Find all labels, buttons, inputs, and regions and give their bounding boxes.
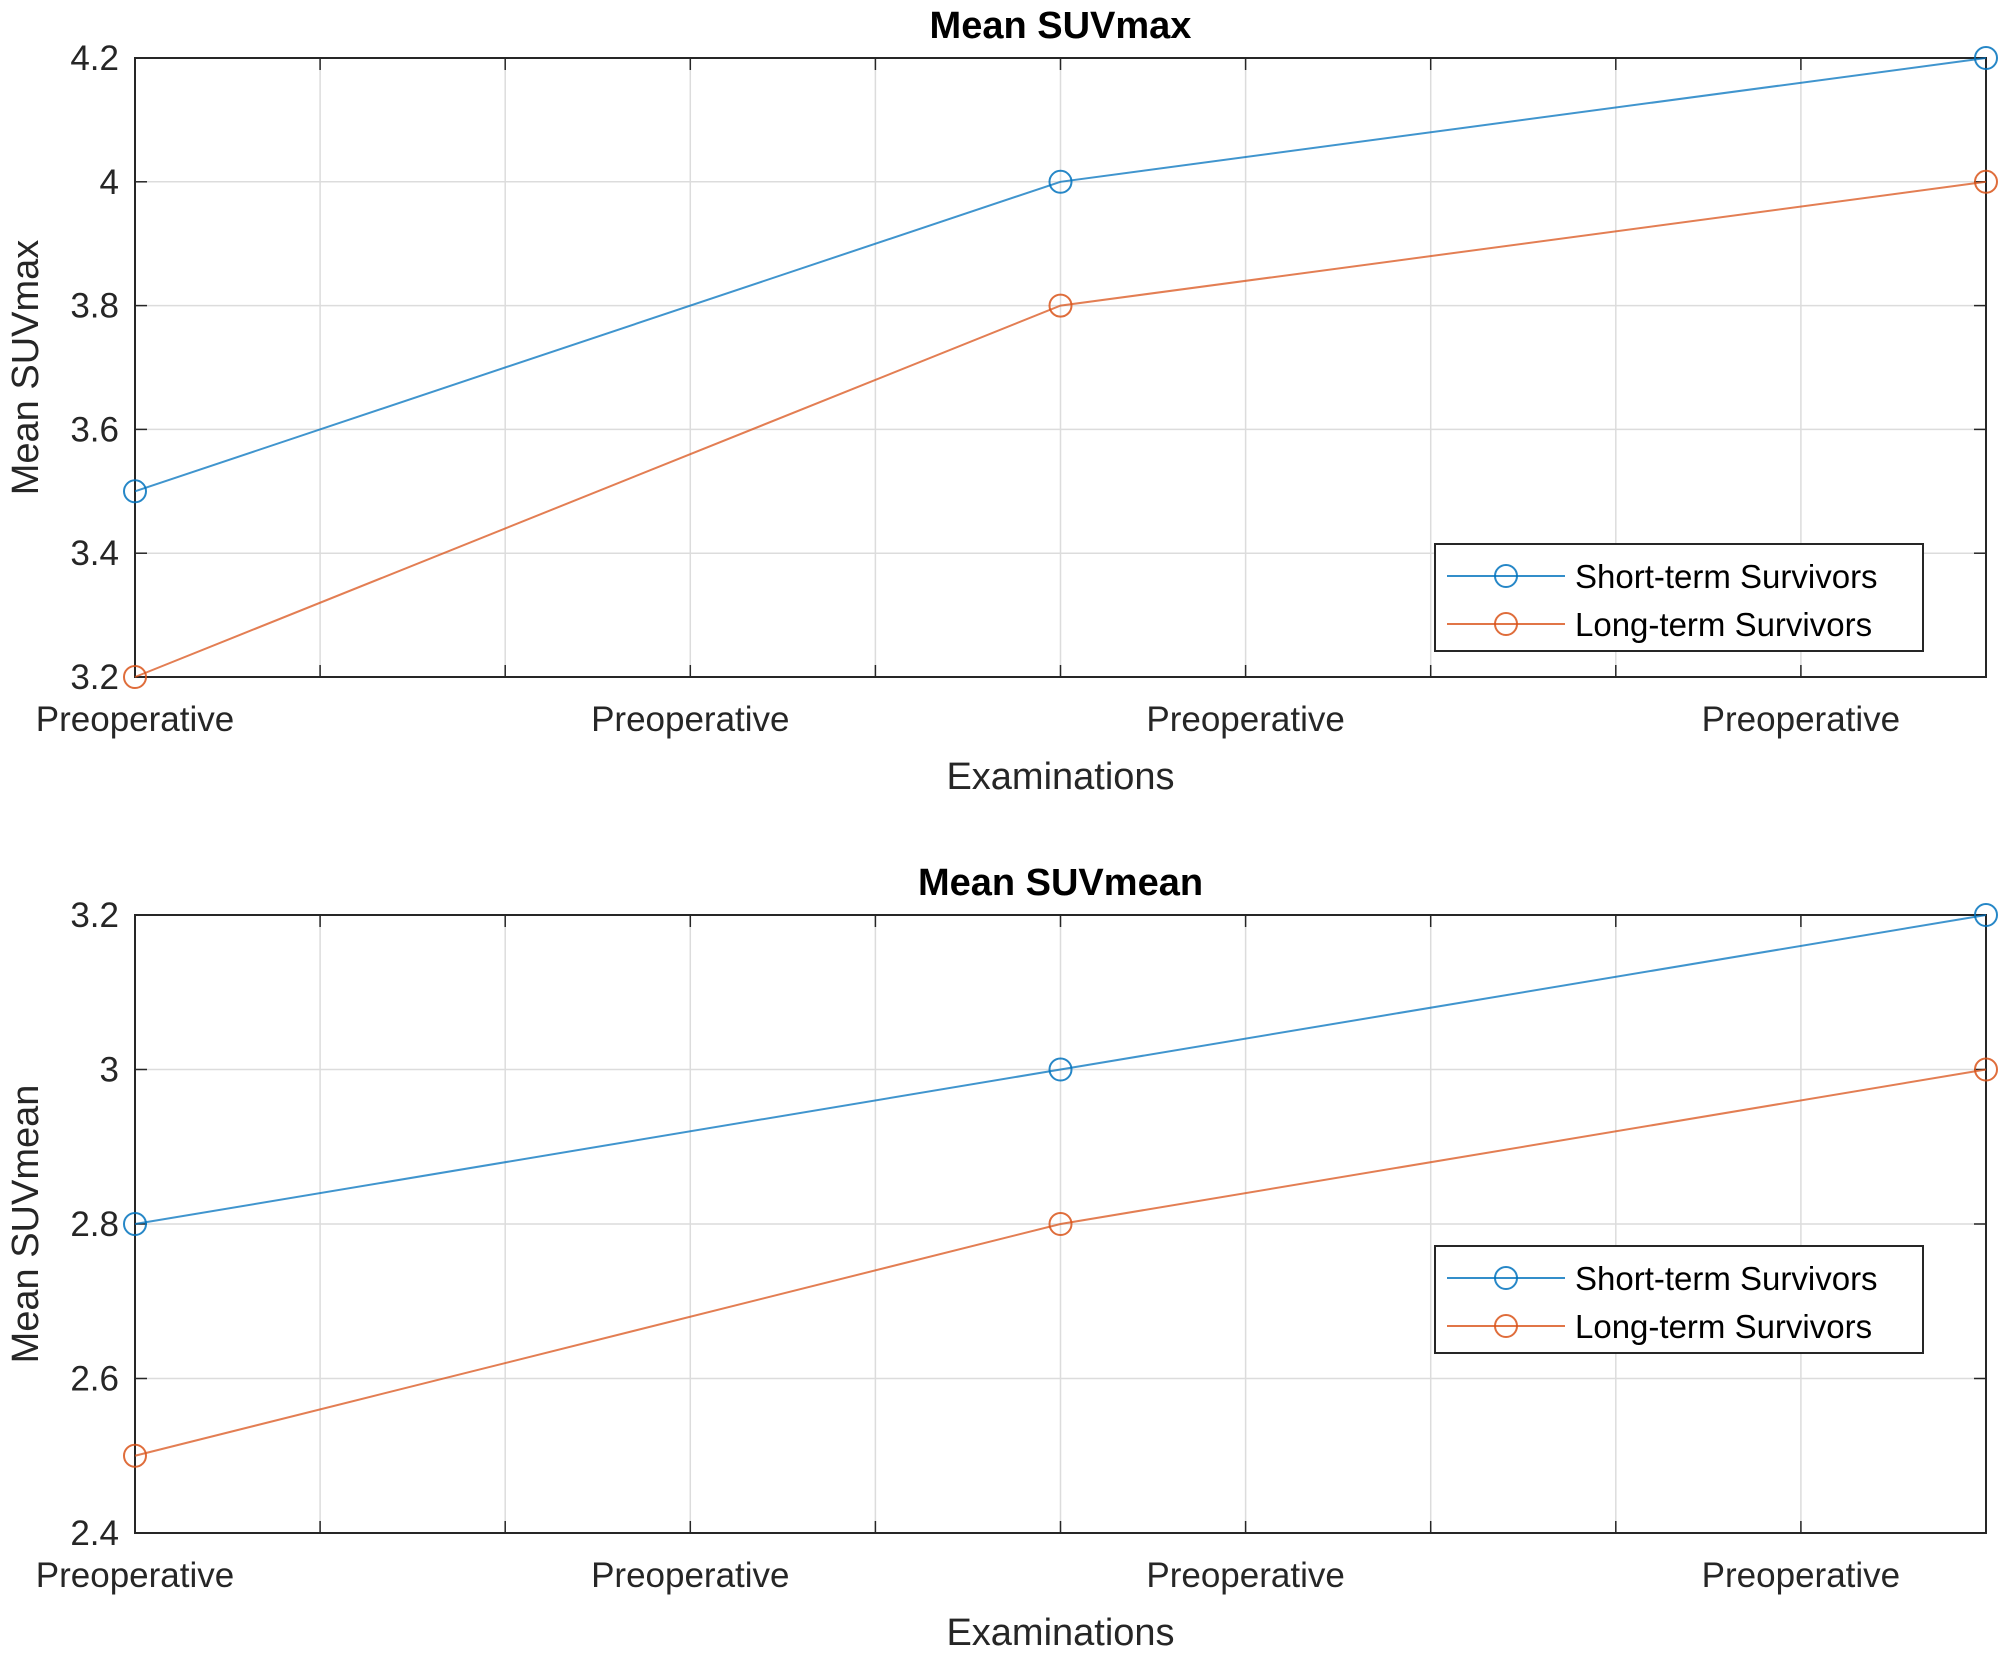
x-axis-label: Examinations [946, 756, 1174, 798]
data-point-marker [123, 1212, 147, 1236]
data-point-marker [123, 665, 147, 689]
legend-marker [1494, 1266, 1518, 1290]
series-line-1 [134, 914, 1987, 1225]
y-tick-label: 3.6 [70, 410, 119, 449]
legend-label: Short-term Survivors [1575, 558, 1878, 595]
y-tick-label: 3.4 [70, 534, 119, 573]
y-tick-label: 2.8 [70, 1205, 119, 1244]
x-tick-label: Preoperative [591, 1556, 789, 1595]
data-point-marker [1974, 169, 1998, 194]
data-point-marker [1048, 1057, 1073, 1082]
y-tick-label: 4.2 [70, 39, 119, 78]
legend: Short-term Survivors Long-term Survivors [1434, 543, 1924, 652]
legend-label: Long-term Survivors [1575, 1308, 1872, 1345]
x-tick-label: Preoperative [36, 1556, 234, 1595]
y-tick-label: 3.8 [70, 287, 119, 326]
y-axis-label: Mean SUVmax [5, 240, 47, 496]
data-point-marker [1974, 46, 1998, 70]
y-tick-label: 3.2 [70, 896, 119, 935]
x-tick-label: Preoperative [591, 700, 789, 739]
chart-1: 3.2 3.4 3.6 3.8 4 4.2 Preoperative Preoperative… [5, 5, 1998, 798]
y-axis-label: Mean SUVmean [5, 1085, 47, 1364]
data-point-marker [123, 1443, 147, 1468]
data-point-marker [1048, 169, 1073, 194]
y-tick-label: 3.2 [70, 658, 119, 697]
legend-label: Long-term Survivors [1575, 606, 1872, 643]
legend-box [1434, 1245, 1924, 1354]
chart-2: 2.4 2.6 2.8 3 3.2 Preoperative Preoperative Pre… [5, 862, 1998, 1653]
series-line-2 [134, 180, 1987, 678]
x-tick-label: Preoperative [1146, 1556, 1344, 1595]
data-point-marker [1974, 1057, 1998, 1082]
x-tick-label: Preoperative [1702, 700, 1900, 739]
y-tick-label: 2.6 [70, 1360, 119, 1399]
x-tick-label: Preoperative [36, 700, 234, 739]
series-line-1 [134, 57, 1987, 493]
data-point-marker [1048, 293, 1073, 318]
legend-marker [1494, 564, 1518, 588]
series-line-2 [134, 1068, 1987, 1457]
y-tick-label: 3 [100, 1051, 119, 1090]
axes-box [134, 57, 1987, 678]
legend-marker [1494, 612, 1518, 636]
y-tick-label: 2.4 [70, 1514, 119, 1553]
data-point-marker [1974, 903, 1998, 927]
legend: Short-term Survivors Long-term Survivors [1434, 1245, 1924, 1354]
legend-marker [1494, 1314, 1518, 1338]
x-tick-label: Preoperative [1146, 700, 1344, 739]
data-point-marker [123, 479, 147, 504]
legend-label: Short-term Survivors [1575, 1260, 1878, 1297]
data-point-marker [1048, 1212, 1073, 1236]
chart-title: Mean SUVmean [918, 862, 1203, 904]
x-axis-label: Examinations [946, 1612, 1174, 1653]
y-tick-label: 4 [100, 163, 119, 202]
legend-box [1434, 543, 1924, 652]
chart-title: Mean SUVmax [930, 5, 1192, 47]
x-tick-label: Preoperative [1702, 1556, 1900, 1595]
